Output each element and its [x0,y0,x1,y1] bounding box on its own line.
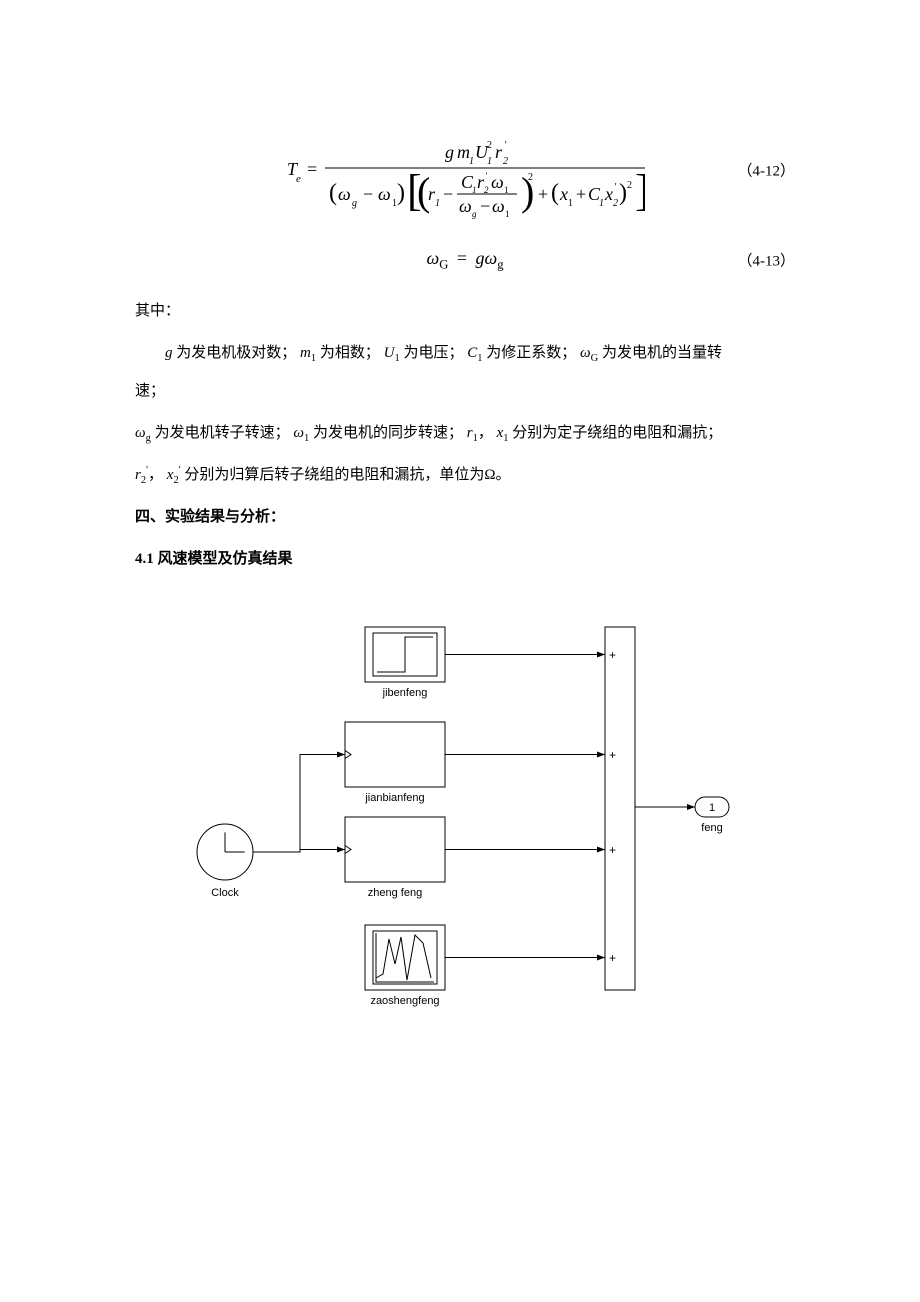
svg-text:]: ] [635,166,645,215]
svg-text:': ' [504,140,507,151]
svg-text:1: 1 [599,198,604,209]
svg-text:feng: feng [701,822,722,834]
svg-text:zheng feng: zheng feng [368,887,422,899]
symbol-defs-3: r2'， x2' 分别为归算后转子绕组的电阻和漏抗，单位为Ω。 [135,457,795,493]
svg-text:zaoshengfeng: zaoshengfeng [370,995,439,1007]
svg-text:1: 1 [568,198,573,209]
svg-text:(: ( [329,180,337,206]
svg-text:+: + [609,748,616,762]
svg-text:−: − [443,184,453,204]
svg-text:ω: ω [459,196,472,216]
svg-text:g: g [352,198,357,209]
svg-text:': ' [614,182,617,193]
where-label: 其中： [135,293,795,329]
svg-text:jianbianfeng: jianbianfeng [364,792,424,804]
equation-4-12: T e = g m 1 U 1 2 r 2 ' [135,120,795,220]
eq-number-413: （4-13） [738,250,796,271]
eq-number-412: （4-12） [738,160,796,181]
eq412-svg: T e = g m 1 U 1 2 r 2 ' [285,120,645,220]
svg-text:ω: ω [491,172,504,192]
svg-text:=: = [307,159,317,179]
svg-text:−: − [363,184,373,204]
section-4-1-heading: 4.1 风速模型及仿真结果 [135,541,795,577]
symbol-defs-1: g 为发电机极对数； m1 为相数； U1 为电压； C1 为修正系数； ωG … [135,335,795,371]
svg-text:': ' [485,171,488,181]
svg-text:g: g [472,209,477,219]
svg-text:1: 1 [487,156,492,167]
svg-text:+: + [609,843,616,857]
svg-text:2: 2 [503,156,508,167]
svg-text:jibenfeng: jibenfeng [382,687,428,699]
svg-text:+: + [609,648,616,662]
section-4-heading: 四、实验结果与分析： [135,499,795,535]
svg-text:ω: ω [338,184,351,204]
svg-text:ω: ω [492,196,505,216]
svg-text:r: r [495,142,503,162]
svg-text:2: 2 [487,140,492,151]
svg-text:1: 1 [435,198,440,209]
svg-text:+: + [576,184,586,204]
svg-text:x: x [559,184,568,204]
svg-text:(: ( [551,180,559,206]
svg-text:ω: ω [378,184,391,204]
svg-text:2: 2 [484,185,489,195]
svg-text:2: 2 [627,180,632,191]
svg-text:2: 2 [613,198,618,209]
symbol-defs-2: ωg 为发电机转子转速； ω1 为发电机的同步转速； r1， x1 分别为定子绕… [135,415,795,451]
svg-text:1: 1 [472,185,477,195]
equation-4-13: ωG = gωg （4-13） [135,248,795,273]
svg-text:1: 1 [505,209,510,219]
svg-text:+: + [538,184,548,204]
svg-text:): ) [397,180,405,206]
svg-text:): ) [619,180,627,206]
symbol-defs-1b: 速； [135,373,795,409]
svg-text:1: 1 [504,185,509,195]
svg-text:1: 1 [709,802,715,814]
svg-text:1: 1 [469,156,474,167]
svg-text:e: e [296,173,301,185]
svg-text:g: g [445,142,454,162]
svg-text:x: x [604,184,613,204]
diagram-svg: Clock jibenfeng jianbianfeng zheng feng zaos… [165,607,765,1037]
svg-text:−: − [480,196,490,216]
svg-text:+: + [609,951,616,965]
svg-text:2: 2 [528,172,533,183]
simulink-diagram: Clock jibenfeng jianbianfeng zheng feng zaos… [135,607,795,1042]
svg-text:Clock: Clock [211,887,239,899]
